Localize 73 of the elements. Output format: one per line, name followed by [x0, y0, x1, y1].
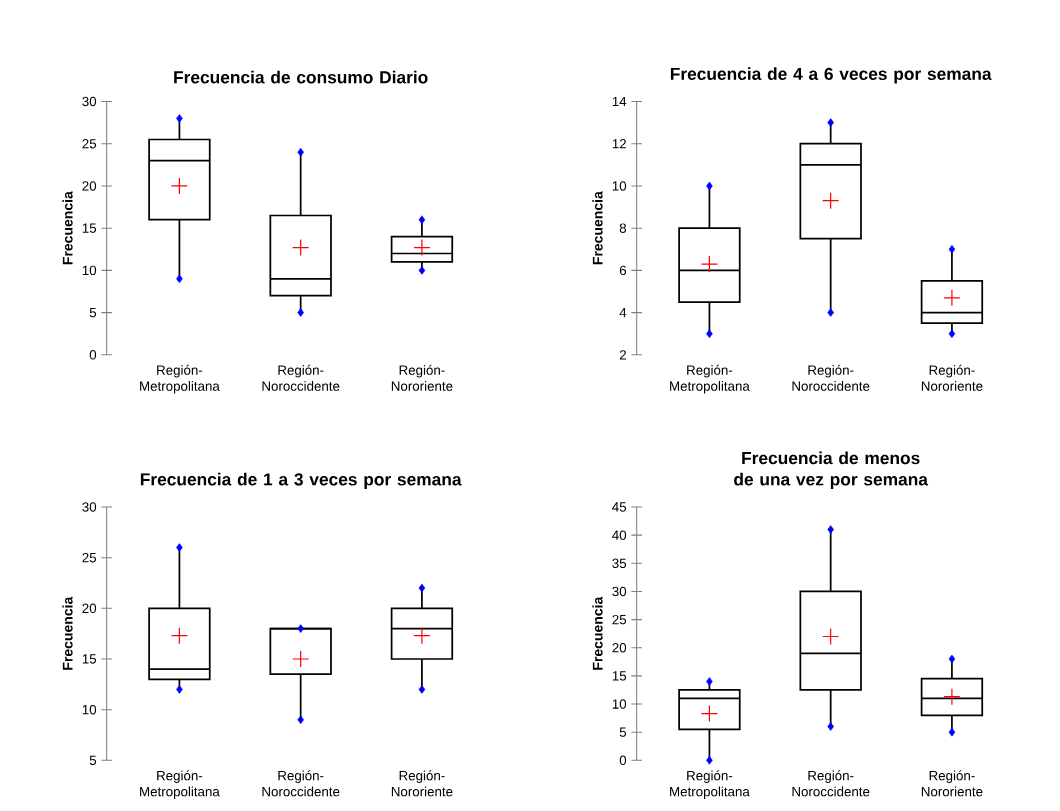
point — [827, 308, 834, 317]
x-tick-label: Región-Noroccidente — [262, 364, 340, 391]
x-tick-label: Región-Noroccidente — [792, 770, 870, 797]
point — [948, 654, 956, 664]
y-tick-label: 25 — [612, 614, 627, 625]
x-tick-label: Región-Nororiente — [391, 364, 453, 391]
y-tick-label: 45 — [612, 502, 627, 512]
point — [706, 756, 713, 765]
point — [706, 329, 713, 338]
y-tick-label: 25 — [82, 139, 97, 149]
y-tick-label: 5 — [89, 755, 97, 765]
y-tick-label: 2 — [619, 350, 626, 360]
point — [948, 727, 956, 737]
point — [176, 543, 183, 552]
point — [297, 715, 304, 725]
point — [827, 525, 834, 534]
y-tick-label: 35 — [612, 558, 627, 569]
y-tick-label: 12 — [612, 139, 626, 149]
y-tick-label: 10 — [612, 181, 627, 191]
y-axis-title: Frecuencia — [62, 191, 73, 265]
y-axis-title: Frecuencia — [592, 191, 603, 265]
y-tick-label: 25 — [82, 552, 97, 563]
y-tick-label: 20 — [82, 181, 97, 191]
y-tick-label: 10 — [82, 265, 97, 276]
point — [297, 308, 304, 317]
y-tick-label: 15 — [82, 223, 97, 233]
y-axis-title: Frecuencia — [592, 596, 603, 670]
x-tick-label: Región-Metropolitana — [670, 364, 750, 394]
y-tick-label: 10 — [612, 699, 627, 709]
point — [827, 722, 834, 731]
point — [948, 329, 956, 338]
chart-title: Frecuencia de 4 a 6 veces por semana — [670, 67, 992, 84]
x-tick-label: Región-Noroccidente — [262, 770, 340, 797]
y-tick-label: 5 — [89, 307, 97, 318]
y-tick-label: 6 — [619, 265, 627, 276]
y-tick-label: 30 — [612, 586, 627, 597]
x-tick-label: Región-Metropolitana — [140, 364, 220, 394]
y-axis-title: Frecuencia — [62, 596, 73, 670]
x-tick-label: Región-Metropolitana — [140, 770, 220, 799]
y-tick-label: 30 — [82, 96, 97, 107]
y-tick-label: 15 — [82, 654, 97, 664]
point — [827, 118, 834, 127]
y-tick-label: 5 — [619, 727, 627, 737]
point — [176, 274, 183, 284]
point — [418, 215, 426, 224]
y-tick-label: 0 — [619, 755, 627, 766]
x-tick-label: Región-Nororiente — [921, 770, 983, 797]
x-tick-label: Región-Nororiente — [921, 364, 983, 391]
y-tick-label: 4 — [619, 308, 627, 318]
y-tick-label: 0 — [89, 350, 97, 360]
x-tick-label: Región-Metropolitana — [670, 770, 750, 799]
x-tick-label: Región-Noroccidente — [792, 364, 870, 391]
point — [176, 114, 183, 123]
y-tick-label: 10 — [82, 704, 97, 715]
y-tick-label: 15 — [612, 671, 627, 681]
x-tick-label: Región-Nororiente — [391, 770, 453, 797]
y-tick-label: 8 — [619, 223, 627, 233]
point — [948, 245, 956, 254]
point — [418, 266, 426, 275]
y-tick-label: 40 — [612, 530, 627, 540]
point — [706, 677, 713, 686]
y-tick-label: 14 — [612, 96, 627, 107]
y-tick-label: 30 — [82, 502, 97, 512]
chart-title: Frecuencia de consumo Diario — [174, 70, 428, 84]
y-tick-label: 20 — [82, 603, 97, 614]
y-tick-label: 20 — [612, 643, 627, 653]
point — [297, 147, 304, 157]
point — [176, 685, 183, 694]
point — [418, 685, 426, 694]
chart-title: Frecuencia de 1 a 3 veces por semana — [140, 472, 462, 489]
chart-title: Frecuencia de menos de una vez por semana — [734, 451, 929, 489]
point — [706, 181, 713, 191]
point — [418, 583, 426, 593]
